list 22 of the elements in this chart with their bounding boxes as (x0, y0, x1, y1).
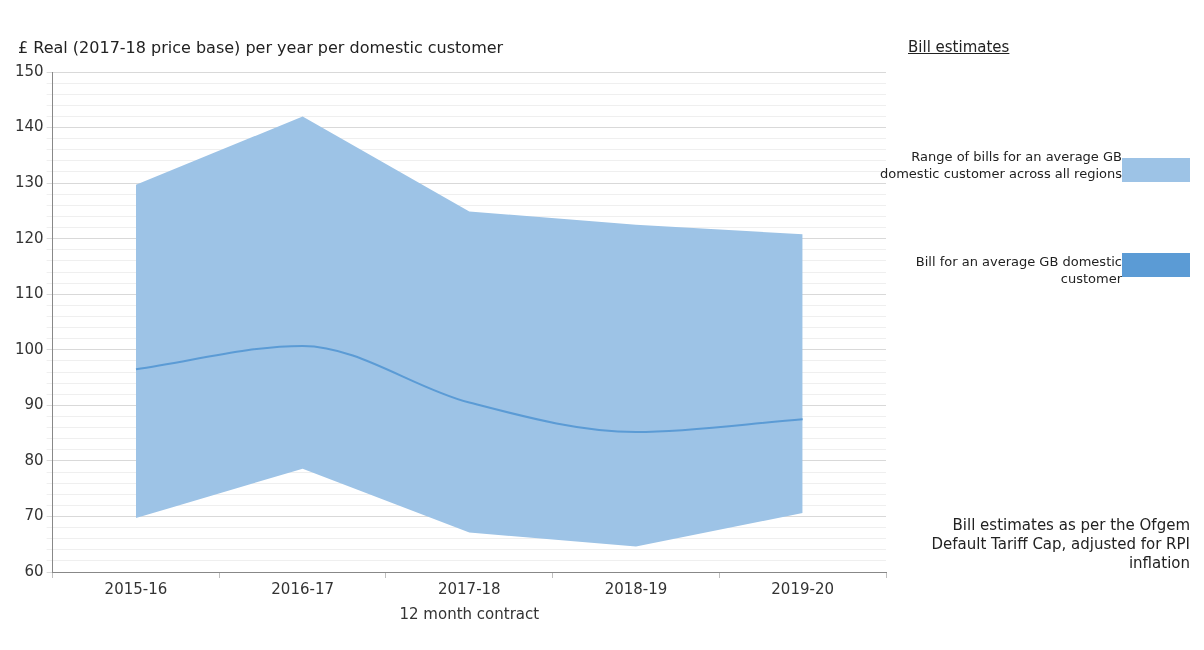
y-tick-label: 140 (14, 117, 44, 136)
y-tick-label: 130 (14, 173, 44, 191)
x-tick-label: 2017-18 (437, 579, 501, 598)
y-tick-label: 70 (24, 506, 44, 525)
y-tick-label: 100 (14, 339, 44, 358)
y-axis-title: £ Real (2017-18 price base) per year per domestic customer (18, 38, 504, 57)
legend-title: Bill estimates (908, 38, 1010, 56)
annotation: Range of bills for an average GB domestic customer across all regions (879, 148, 1122, 182)
text: Bill estimates as per the Ofgem Default Tariff Cap, adjusted for RPI inflation (930, 516, 1190, 573)
y-tick-label: 90 (24, 395, 44, 414)
x-tick-label: 2015-16 (104, 579, 168, 598)
y-tick-label: 60 (24, 561, 44, 580)
x-axis-title: 12 month contract (399, 604, 540, 623)
x-tick-label: 2018-19 (604, 579, 668, 598)
y-tick-label: 120 (14, 228, 44, 247)
line-series (134, 344, 804, 433)
y-tick-label: 150 (14, 61, 44, 80)
text: Bill for an average GB domestic customer (914, 253, 1122, 287)
y-tick-label: 80 (24, 450, 44, 469)
y-tick-label: 110 (14, 284, 44, 303)
x-tick-label: 2019-20 (771, 579, 835, 598)
x-tick-label: 2016-17 (271, 579, 334, 598)
